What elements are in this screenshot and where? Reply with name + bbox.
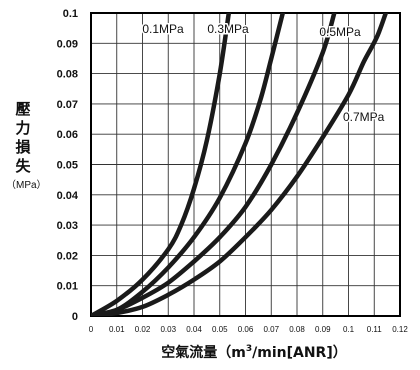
x-tick-label: 0.02	[135, 325, 151, 334]
y-axis-title-char: 力	[15, 119, 31, 137]
y-tick-label: 0.06	[57, 129, 78, 141]
y-tick-label: 0.05	[57, 160, 78, 172]
x-tick-label: 0	[89, 325, 94, 334]
y-tick-label: 0.09	[57, 38, 78, 50]
x-axis-title-main: 空氣流量	[161, 345, 218, 361]
series-line	[91, 13, 232, 316]
x-tick-label: 0.08	[289, 325, 305, 334]
x-tick-label: 0.1	[343, 325, 355, 334]
plot-frame	[90, 12, 401, 317]
x-tick-label: 0.04	[186, 325, 202, 334]
y-axis-unit: （MPa）	[6, 180, 47, 191]
y-tick-label: 0.08	[57, 69, 78, 81]
series-line	[91, 13, 337, 316]
y-tick-label: 0.03	[57, 220, 78, 232]
x-axis-title-unit-open: （m	[217, 345, 246, 361]
y-tick-label: 0.1	[63, 8, 78, 20]
y-axis-title: 壓 力 損 失 （MPa）	[6, 100, 47, 193]
y-tick-label: 0.01	[57, 281, 78, 293]
x-tick-label: 0.07	[263, 325, 279, 334]
x-axis-title-unit-sup: 3	[245, 344, 253, 354]
y-axis-title-char: 損	[15, 138, 31, 156]
y-axis-title-char: 失	[15, 157, 31, 175]
x-tick-label: 0.05	[212, 325, 228, 334]
series-label: 0.5MPa	[319, 25, 361, 39]
y-tick-label: 0.04	[57, 190, 79, 202]
series-line	[91, 13, 389, 316]
series-label: 0.1MPa	[142, 22, 184, 36]
series-label: 0.3MPa	[207, 22, 249, 36]
series-label: 0.7MPa	[343, 110, 385, 124]
y-tick-label: 0	[72, 311, 78, 323]
y-tick-label: 0.02	[57, 250, 78, 262]
x-tick-label: 0.09	[315, 325, 331, 334]
x-tick-label: 0.11	[367, 325, 383, 334]
x-tick-label: 0.01	[109, 325, 125, 334]
y-axis-title-char: 壓	[15, 100, 31, 118]
x-tick-label: 0.06	[238, 325, 254, 334]
y-tick-label: 0.07	[57, 99, 78, 111]
x-axis-title: 空氣流量（m3/min[ANR]）	[134, 342, 374, 362]
x-axis-title-unit-close: /min[ANR]）	[252, 345, 347, 361]
x-tick-label: 0.12	[392, 325, 408, 334]
x-tick-label: 0.03	[160, 325, 176, 334]
